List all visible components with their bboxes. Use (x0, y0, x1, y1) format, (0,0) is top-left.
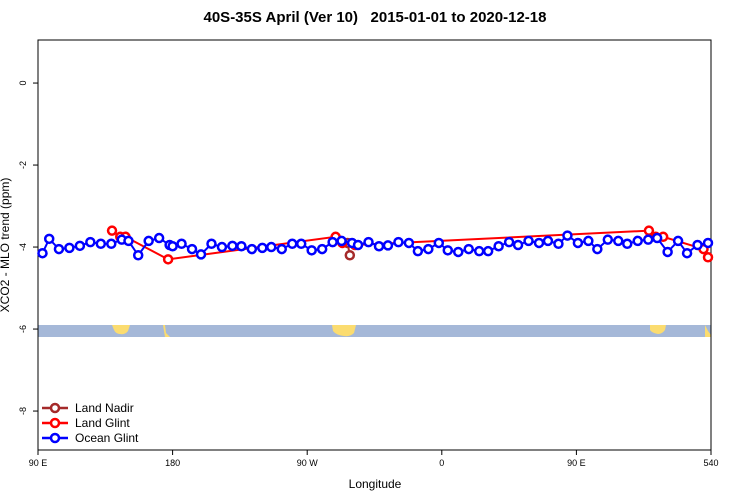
x-tick-label: 90 W (297, 458, 319, 468)
data-point (123, 235, 134, 247)
y-tick-label: 0 (18, 81, 28, 86)
data-point (206, 238, 217, 250)
x-tick-label: 180 (165, 458, 180, 468)
data-point (533, 237, 545, 249)
data-point (672, 235, 684, 247)
data-point (153, 232, 165, 244)
data-point (592, 243, 603, 255)
legend-marker (49, 402, 61, 414)
data-point (106, 238, 117, 250)
data-point (176, 238, 187, 250)
data-point (453, 246, 464, 258)
data-point (227, 240, 238, 252)
data-point (74, 240, 86, 252)
data-point (53, 243, 65, 255)
data-point (195, 249, 207, 260)
y-tick-label: -8 (18, 407, 28, 415)
data-point (523, 235, 534, 247)
data-point (553, 238, 564, 250)
data-point (132, 250, 144, 261)
x-tick-label: 540 (703, 458, 718, 468)
legend-label: Ocean Glint (75, 431, 139, 445)
data-point (37, 247, 48, 259)
data-point (382, 240, 394, 251)
data-point (442, 245, 454, 256)
data-point (286, 238, 298, 250)
x-tick-label: 90 E (29, 458, 48, 468)
data-point (316, 243, 328, 255)
data-point (473, 245, 485, 257)
x-axis-title: Longitude (349, 477, 402, 491)
data-point (632, 235, 643, 247)
data-point (602, 234, 614, 245)
data-point (85, 236, 96, 248)
data-point (621, 238, 633, 250)
legend-label: Land Glint (75, 416, 130, 430)
data-point (327, 236, 338, 248)
data-point (482, 245, 494, 257)
data-point (463, 243, 474, 255)
data-point (423, 243, 434, 255)
data-point (344, 250, 356, 261)
data-point (236, 240, 247, 252)
data-point (95, 238, 107, 250)
data-point (583, 235, 594, 247)
y-tick-label: -4 (18, 243, 28, 251)
data-point (393, 236, 404, 248)
data-point (503, 236, 515, 248)
data-point (257, 242, 268, 254)
data-point (403, 237, 415, 249)
land-mask-band (38, 325, 711, 337)
data-point (373, 240, 385, 252)
legend-marker (49, 417, 61, 429)
data-point (352, 239, 364, 251)
y-axis-title: XCO2 - MLO trend (ppm) (0, 178, 12, 313)
data-point (681, 247, 693, 259)
legend-label: Land Nadir (75, 401, 134, 415)
data-point (412, 245, 424, 257)
data-point (162, 254, 174, 265)
x-tick-label: 0 (439, 458, 444, 468)
data-point (167, 240, 178, 252)
data-point (433, 237, 445, 249)
data-point (613, 235, 624, 247)
data-point (43, 233, 55, 245)
data-point (276, 243, 288, 255)
data-point (562, 230, 573, 241)
data-point (363, 236, 374, 248)
data-point (651, 232, 663, 244)
data-point (336, 235, 347, 247)
data-point (266, 241, 277, 253)
data-point (186, 243, 198, 255)
legend-marker (49, 432, 61, 444)
data-point (246, 243, 258, 255)
data-point (143, 235, 154, 247)
data-point (572, 237, 584, 249)
data-point (542, 235, 554, 247)
data-point (512, 239, 524, 251)
data-point (295, 238, 307, 250)
data-point (493, 240, 504, 252)
y-tick-label: -6 (18, 325, 28, 333)
chart-title: 40S-35S April (Ver 10) 2015-01-01 to 202… (204, 9, 547, 26)
x-tick-label: 90 E (567, 458, 586, 468)
data-point (642, 234, 654, 245)
data-point (64, 242, 75, 254)
data-point (106, 225, 118, 236)
data-point (306, 245, 317, 256)
data-point (702, 237, 714, 249)
y-tick-label: -2 (18, 161, 28, 169)
data-point (216, 241, 228, 253)
data-point (662, 246, 673, 258)
data-point (702, 252, 714, 263)
data-point (692, 239, 703, 251)
